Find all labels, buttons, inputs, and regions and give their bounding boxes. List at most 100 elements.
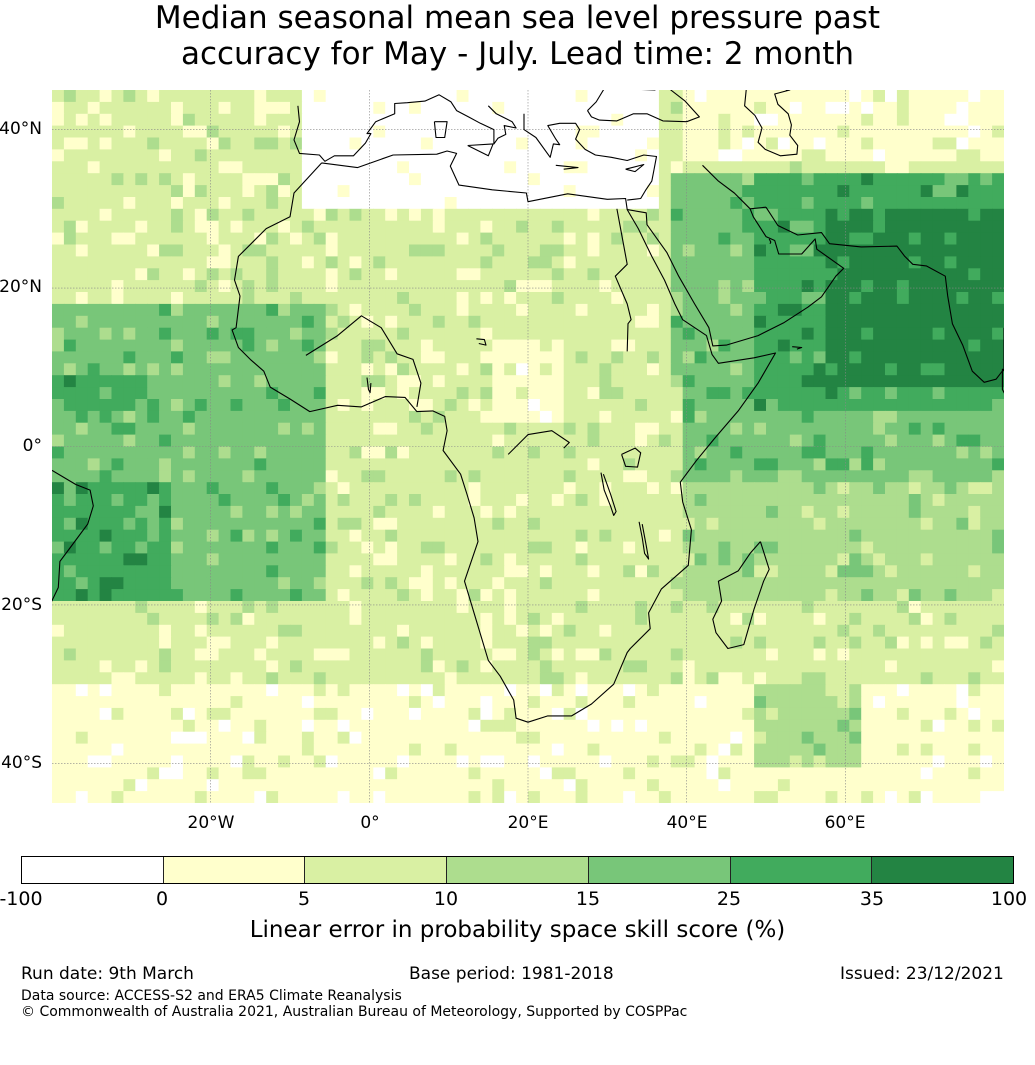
skill-cell bbox=[682, 410, 696, 424]
skill-cell bbox=[908, 684, 922, 697]
skill-cell bbox=[718, 779, 731, 792]
skill-cell bbox=[980, 161, 993, 174]
skill-cell bbox=[635, 90, 648, 103]
skill-cell bbox=[908, 339, 922, 353]
skill-cell bbox=[313, 529, 327, 543]
skill-cell bbox=[159, 648, 172, 661]
skill-cell bbox=[290, 767, 303, 780]
skill-cell bbox=[635, 601, 648, 614]
skill-cell bbox=[873, 505, 886, 519]
skill-cell bbox=[718, 351, 731, 364]
skill-cell bbox=[135, 743, 148, 757]
skill-cell bbox=[528, 434, 541, 448]
skill-cell bbox=[278, 458, 291, 471]
skill-cell bbox=[278, 161, 291, 174]
skill-cell bbox=[75, 208, 89, 222]
skill-cell bbox=[206, 256, 220, 269]
skill-cell bbox=[777, 482, 791, 495]
skill-cell bbox=[182, 648, 196, 661]
skill-cell bbox=[361, 208, 374, 222]
skill-cell bbox=[932, 648, 946, 661]
skill-cell bbox=[837, 494, 850, 507]
skill-cell bbox=[444, 113, 458, 127]
skill-cell bbox=[87, 612, 101, 626]
skill-cell bbox=[837, 410, 850, 424]
skill-cell bbox=[123, 767, 136, 780]
skill-cell bbox=[242, 197, 255, 210]
skill-cell bbox=[504, 149, 517, 162]
skill-cell bbox=[182, 113, 196, 127]
skill-cell bbox=[337, 446, 351, 459]
skill-cell bbox=[99, 339, 113, 353]
skill-cell bbox=[63, 363, 77, 376]
skill-cell bbox=[52, 612, 65, 626]
skill-cell bbox=[908, 90, 922, 103]
skill-cell bbox=[563, 779, 577, 792]
skill-cell bbox=[194, 125, 208, 139]
skill-cell bbox=[861, 315, 874, 329]
skill-cell bbox=[266, 244, 279, 257]
skill-cell bbox=[194, 565, 208, 578]
skill-cell bbox=[575, 149, 589, 162]
skill-cell bbox=[385, 434, 398, 448]
skill-cell bbox=[599, 256, 612, 269]
skill-cell bbox=[992, 470, 1004, 483]
skill-cell bbox=[754, 529, 767, 543]
skill-cell bbox=[182, 197, 196, 210]
skill-cell bbox=[492, 446, 505, 459]
skill-cell bbox=[111, 137, 124, 150]
skill-cell bbox=[266, 137, 279, 150]
skill-cell bbox=[194, 161, 208, 174]
skill-cell bbox=[980, 351, 993, 364]
skill-cell bbox=[539, 161, 553, 174]
skill-cell bbox=[147, 399, 160, 412]
skill-cell bbox=[908, 113, 922, 127]
skill-cell bbox=[563, 161, 577, 174]
skill-cell bbox=[611, 755, 624, 768]
skill-cell bbox=[456, 434, 470, 448]
colorbar-label: Linear error in probability space skill … bbox=[249, 917, 786, 943]
skill-cell bbox=[992, 767, 1004, 780]
skill-cell bbox=[873, 220, 886, 234]
skill-cell bbox=[159, 731, 172, 745]
skill-cell bbox=[539, 351, 553, 364]
skill-cell bbox=[111, 375, 124, 388]
skill-cell bbox=[492, 149, 505, 162]
skill-cell bbox=[908, 707, 922, 721]
skill-cell bbox=[194, 197, 208, 210]
skill-cell bbox=[325, 268, 339, 281]
skill-cell bbox=[944, 363, 957, 376]
skill-cell bbox=[99, 601, 113, 614]
skill-cell bbox=[480, 363, 493, 376]
skill-cell bbox=[563, 197, 577, 210]
skill-cell bbox=[456, 577, 470, 590]
skill-cell bbox=[599, 339, 612, 353]
skill-cell bbox=[742, 387, 755, 400]
skill-cell bbox=[789, 553, 803, 566]
skill-cell bbox=[444, 185, 458, 198]
skill-cell bbox=[623, 791, 636, 803]
skill-cell bbox=[63, 719, 77, 733]
skill-cell bbox=[420, 434, 434, 448]
skill-cell bbox=[849, 707, 862, 721]
skill-cell bbox=[63, 767, 77, 780]
skill-cell bbox=[420, 125, 434, 139]
skill-cell bbox=[206, 208, 220, 222]
skill-cell bbox=[52, 268, 65, 281]
skill-cell bbox=[623, 363, 636, 376]
skill-cell bbox=[813, 113, 827, 127]
skill-cell bbox=[301, 791, 315, 803]
skill-cell bbox=[968, 529, 981, 543]
skill-cell bbox=[551, 292, 565, 305]
skill-cell bbox=[361, 422, 374, 436]
skill-cell bbox=[801, 351, 815, 364]
skill-cell bbox=[551, 601, 565, 614]
skill-cell bbox=[718, 767, 731, 780]
skill-cell bbox=[837, 292, 850, 305]
skill-cell bbox=[480, 696, 493, 709]
skill-cell bbox=[801, 137, 815, 150]
skill-cell bbox=[825, 280, 838, 293]
skill-cell bbox=[968, 315, 981, 329]
skill-cell bbox=[301, 161, 315, 174]
skill-cell bbox=[290, 707, 303, 721]
